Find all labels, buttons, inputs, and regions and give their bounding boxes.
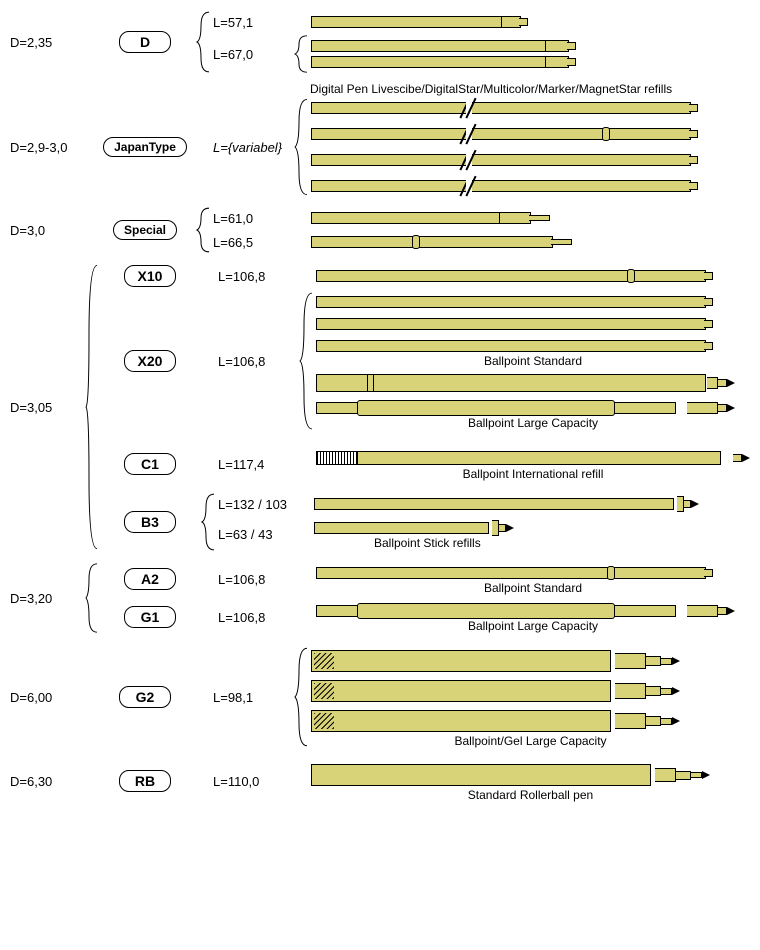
refill-bar [316,296,706,308]
group-d320: D=3,20 A2 L=106,8 Ballpoint Standard G1 … [10,560,750,636]
refill-bar [316,402,676,414]
refill-bar [316,270,706,282]
d-label: D=2,35 [10,35,52,50]
refill-bar [311,650,611,672]
l-label: L={variabel} [213,96,293,198]
l-label: L=66,5 [213,235,293,250]
group-d305: D=3,05 X10 L=106,8 X20 L=106,8 Ballpoint… [10,262,750,552]
header-caption: Digital Pen Livescibe/DigitalStar/Multic… [310,82,750,96]
l-label: L=63 / 43 [218,527,314,542]
refill-bar [311,154,691,166]
type-badge-x10: X10 [124,265,176,287]
l-label: L=98,1 [213,644,293,750]
refill-bar [311,56,569,68]
refill-bar [311,710,611,732]
caption: Ballpoint Large Capacity [316,619,750,633]
l-label: L=106,8 [218,572,298,587]
d-label: D=3,05 [10,400,52,415]
refill-bar [316,318,706,330]
d-label: D=3,20 [10,591,52,606]
group-d235: D=2,35 D L=57,1 L=67,0 [10,10,750,74]
type-badge-g2: G2 [119,686,171,708]
refill-bar [316,374,706,392]
caption: Ballpoint Standard [316,354,750,368]
type-badge-c1: C1 [124,453,176,475]
group-special: D=3,0 Special L=61,0 L=66,5 [10,206,750,254]
caption: Ballpoint Standard [316,581,750,595]
refill-bar [314,522,489,534]
d-label: D=6,00 [10,690,52,705]
refill-bar [316,605,676,617]
l-label: L=106,8 [218,269,298,284]
l-label: L=106,8 [218,290,298,432]
d-label: D=2,9-3,0 [10,140,67,155]
d-label: D=3,0 [10,223,45,238]
refill-bar [311,128,691,140]
refill-bar [311,16,521,28]
l-label: L=61,0 [213,211,293,226]
refill-bar [311,680,611,702]
type-badge-d: D [119,31,171,53]
type-badge-rb: RB [119,770,171,792]
group-g2: D=6,00 G2 L=98,1 Ballpoint/Gel Large Cap… [10,644,750,750]
l-label: L=106,8 [218,610,298,625]
l-label: L=67,0 [213,47,293,62]
refill-bar [311,764,651,786]
caption: Ballpoint International refill [316,467,750,481]
refill-bar [311,40,569,52]
refill-bar [311,102,691,114]
group-japantype: D=2,9-3,0 JapanType L={variabel} [10,96,750,198]
l-label: L=117,4 [218,457,298,472]
refill-bar [316,340,706,352]
d-label: D=6,30 [10,774,52,789]
refill-bar [311,236,553,248]
refill-bar [316,451,721,465]
l-label: L=132 / 103 [218,497,314,512]
refill-bar [311,180,691,192]
type-badge-japan: JapanType [103,137,187,157]
caption: Ballpoint/Gel Large Capacity [311,734,750,748]
caption: Ballpoint Stick refills [374,536,750,550]
l-label: L=57,1 [213,15,293,30]
caption: Ballpoint Large Capacity [316,416,750,430]
refill-bar [311,212,531,224]
caption: Standard Rollerball pen [311,788,750,802]
refill-bar [314,498,674,510]
refill-bar [316,567,706,579]
group-rb: D=6,30 RB L=110,0 Standard Rollerball pe… [10,758,750,804]
l-label: L=110,0 [213,758,293,804]
type-badge-b3: B3 [124,511,176,533]
type-badge-special: Special [113,220,177,240]
type-badge-a2: A2 [124,568,176,590]
type-badge-g1: G1 [124,606,176,628]
type-badge-x20: X20 [124,350,176,372]
